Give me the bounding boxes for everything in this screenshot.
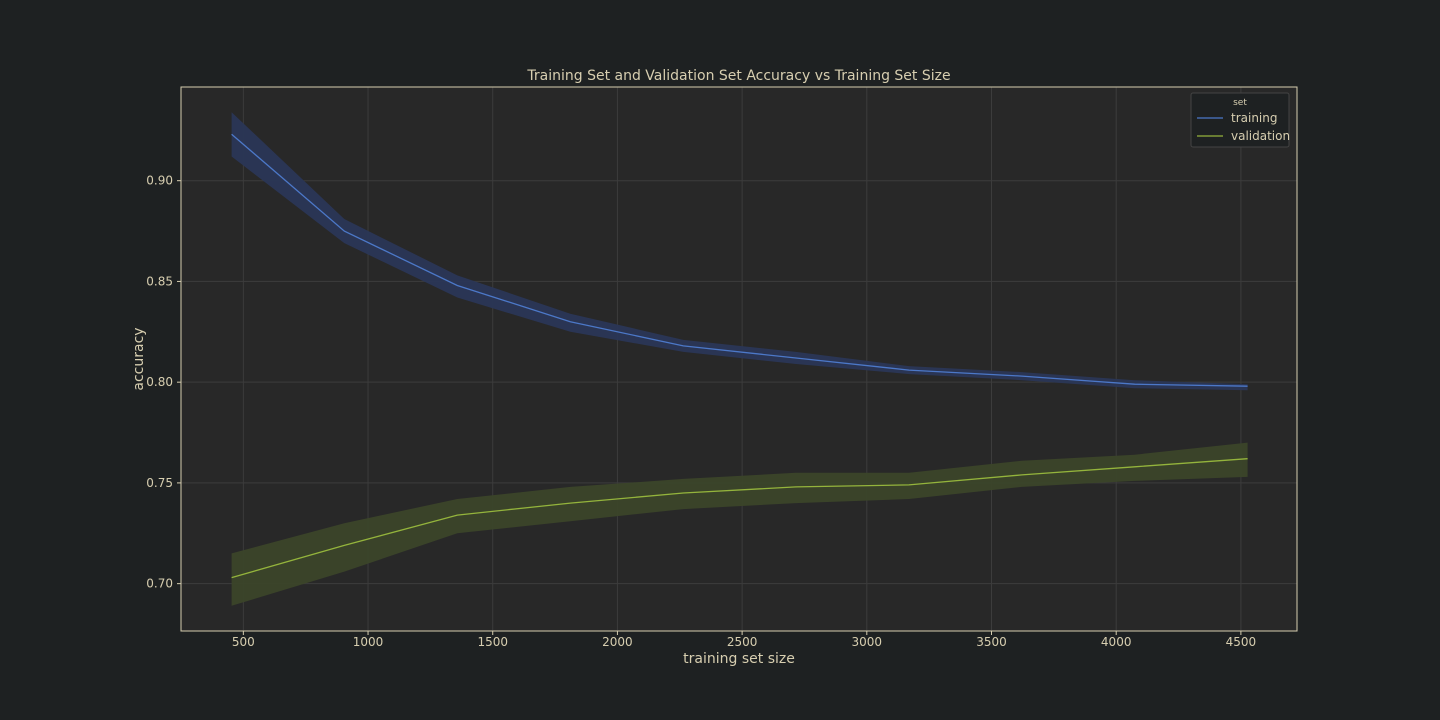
x-tick-label: 3500 [976, 635, 1007, 649]
x-tick-label: 1500 [477, 635, 508, 649]
x-tick-label: 2000 [602, 635, 633, 649]
plot-frame [180, 86, 1298, 632]
legend-items: training validation [1197, 111, 1290, 143]
x-axis-ticks: 500 1000 1500 2000 2500 3000 3500 4000 4500 [232, 631, 1256, 649]
confidence-bands [231, 112, 1248, 606]
chart-title: Training Set and Validation Set Accuracy… [526, 68, 950, 84]
legend-title: set [1233, 98, 1247, 108]
y-axis-ticks: 0.70 0.75 0.80 0.85 0.90 [146, 174, 181, 591]
x-tick-label: 1000 [353, 635, 384, 649]
legend-label-training: training [1231, 111, 1278, 125]
x-tick-label: 4500 [1226, 635, 1257, 649]
y-axis-label: accuracy [131, 327, 147, 390]
y-tick-label: 0.80 [146, 375, 173, 389]
y-tick-label: 0.75 [146, 476, 173, 490]
x-axis-label: training set size [683, 651, 795, 667]
legend-label-validation: validation [1231, 129, 1290, 143]
y-tick-label: 0.85 [146, 274, 173, 288]
legend: set training validation [1190, 92, 1290, 148]
x-tick-label: 500 [232, 635, 255, 649]
validation-confidence-band [231, 442, 1248, 606]
x-tick-label: 4000 [1101, 635, 1132, 649]
legend-box [1190, 92, 1290, 148]
series-lines [231, 133, 1248, 579]
x-tick-label: 2500 [727, 635, 758, 649]
y-tick-label: 0.70 [146, 577, 173, 591]
x-tick-label: 3000 [852, 635, 883, 649]
training-series-line [231, 133, 1248, 387]
validation-series-line [231, 458, 1248, 579]
y-tick-label: 0.90 [146, 174, 173, 188]
